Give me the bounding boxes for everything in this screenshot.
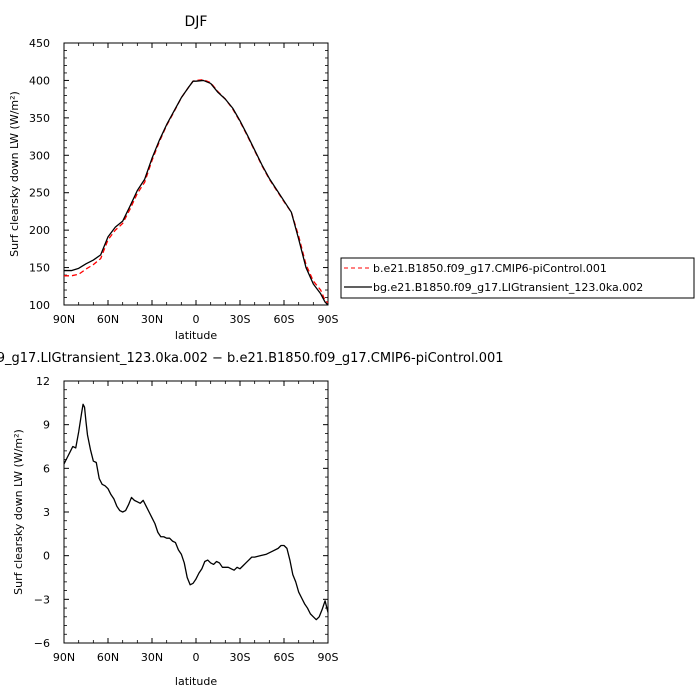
bottom-x-tick-label: 30S: [230, 651, 251, 664]
top-x-tick-label: 60N: [97, 313, 119, 326]
bottom-difference-chart: bg.e21.B1850.f09_g17.LIGtransient_123.0k…: [0, 351, 504, 688]
bottom-x-tick-label: 90N: [53, 651, 75, 664]
bottom-x-tick-label: 0: [193, 651, 200, 664]
top-y-tick-label: 150: [29, 262, 50, 275]
top-y-tick-label: 400: [29, 74, 50, 87]
top-x-tick-label: 0: [193, 313, 200, 326]
legend-box: [340, 257, 695, 299]
bottom-y-tick-label: −3: [34, 593, 50, 606]
top-y-tick-label: 350: [29, 112, 50, 125]
top-x-axis-label: latitude: [175, 329, 217, 342]
top-plot-frame: [63, 42, 329, 306]
top-y-tick-label: 300: [29, 149, 50, 162]
top-y-tick-label: 250: [29, 187, 50, 200]
legend-label-lig: bg.e21.B1850.f09_g17.LIGtransient_123.0k…: [373, 281, 643, 294]
bottom-y-axis-label: Surf clearsky down LW (W/m²): [12, 429, 25, 595]
top-x-tick-label: 90S: [318, 313, 339, 326]
bottom-y-tick-label: 9: [43, 419, 50, 432]
bottom-y-tick-label: 3: [43, 506, 50, 519]
top-x-tick-label: 60S: [274, 313, 295, 326]
bottom-plot-frame: [63, 380, 329, 644]
top-y-tick-label: 200: [29, 224, 50, 237]
top-series-line-0: [64, 79, 329, 304]
legend-label-control: b.e21.B1850.f09_g17.CMIP6-piControl.001: [373, 262, 607, 275]
top-y-tick-label: 450: [29, 37, 50, 50]
top-chart-title: DJF: [185, 14, 208, 30]
top-y-tick-label: 100: [29, 299, 50, 312]
bottom-y-tick-label: 12: [36, 375, 50, 388]
bottom-x-tick-label: 60S: [274, 651, 295, 664]
top-series-line-1: [64, 79, 329, 306]
bottom-y-tick-label: −6: [34, 637, 50, 650]
top-x-tick-label: 90N: [53, 313, 75, 326]
bottom-x-tick-label: 30N: [141, 651, 163, 664]
bottom-x-tick-label: 60N: [97, 651, 119, 664]
bottom-x-axis-label: latitude: [175, 675, 217, 688]
bottom-series-line-0: [63, 403, 329, 621]
bottom-chart-title: bg.e21.B1850.f09_g17.LIGtransient_123.0k…: [0, 351, 504, 366]
legend: b.e21.B1850.f09_g17.CMIP6-piControl.001 …: [340, 257, 695, 299]
top-line-chart: DJF 100 150 200 250 300 350 400 450 90N 60N 30N 0 3…: [8, 14, 339, 342]
top-x-tick-label: 30S: [230, 313, 251, 326]
bottom-y-tick-label: 6: [43, 462, 50, 475]
top-x-tick-label: 30N: [141, 313, 163, 326]
bottom-y-tick-label: 0: [43, 550, 50, 563]
bottom-x-tick-label: 90S: [318, 651, 339, 664]
top-y-axis-label: Surf clearsky down LW (W/m²): [8, 91, 21, 257]
